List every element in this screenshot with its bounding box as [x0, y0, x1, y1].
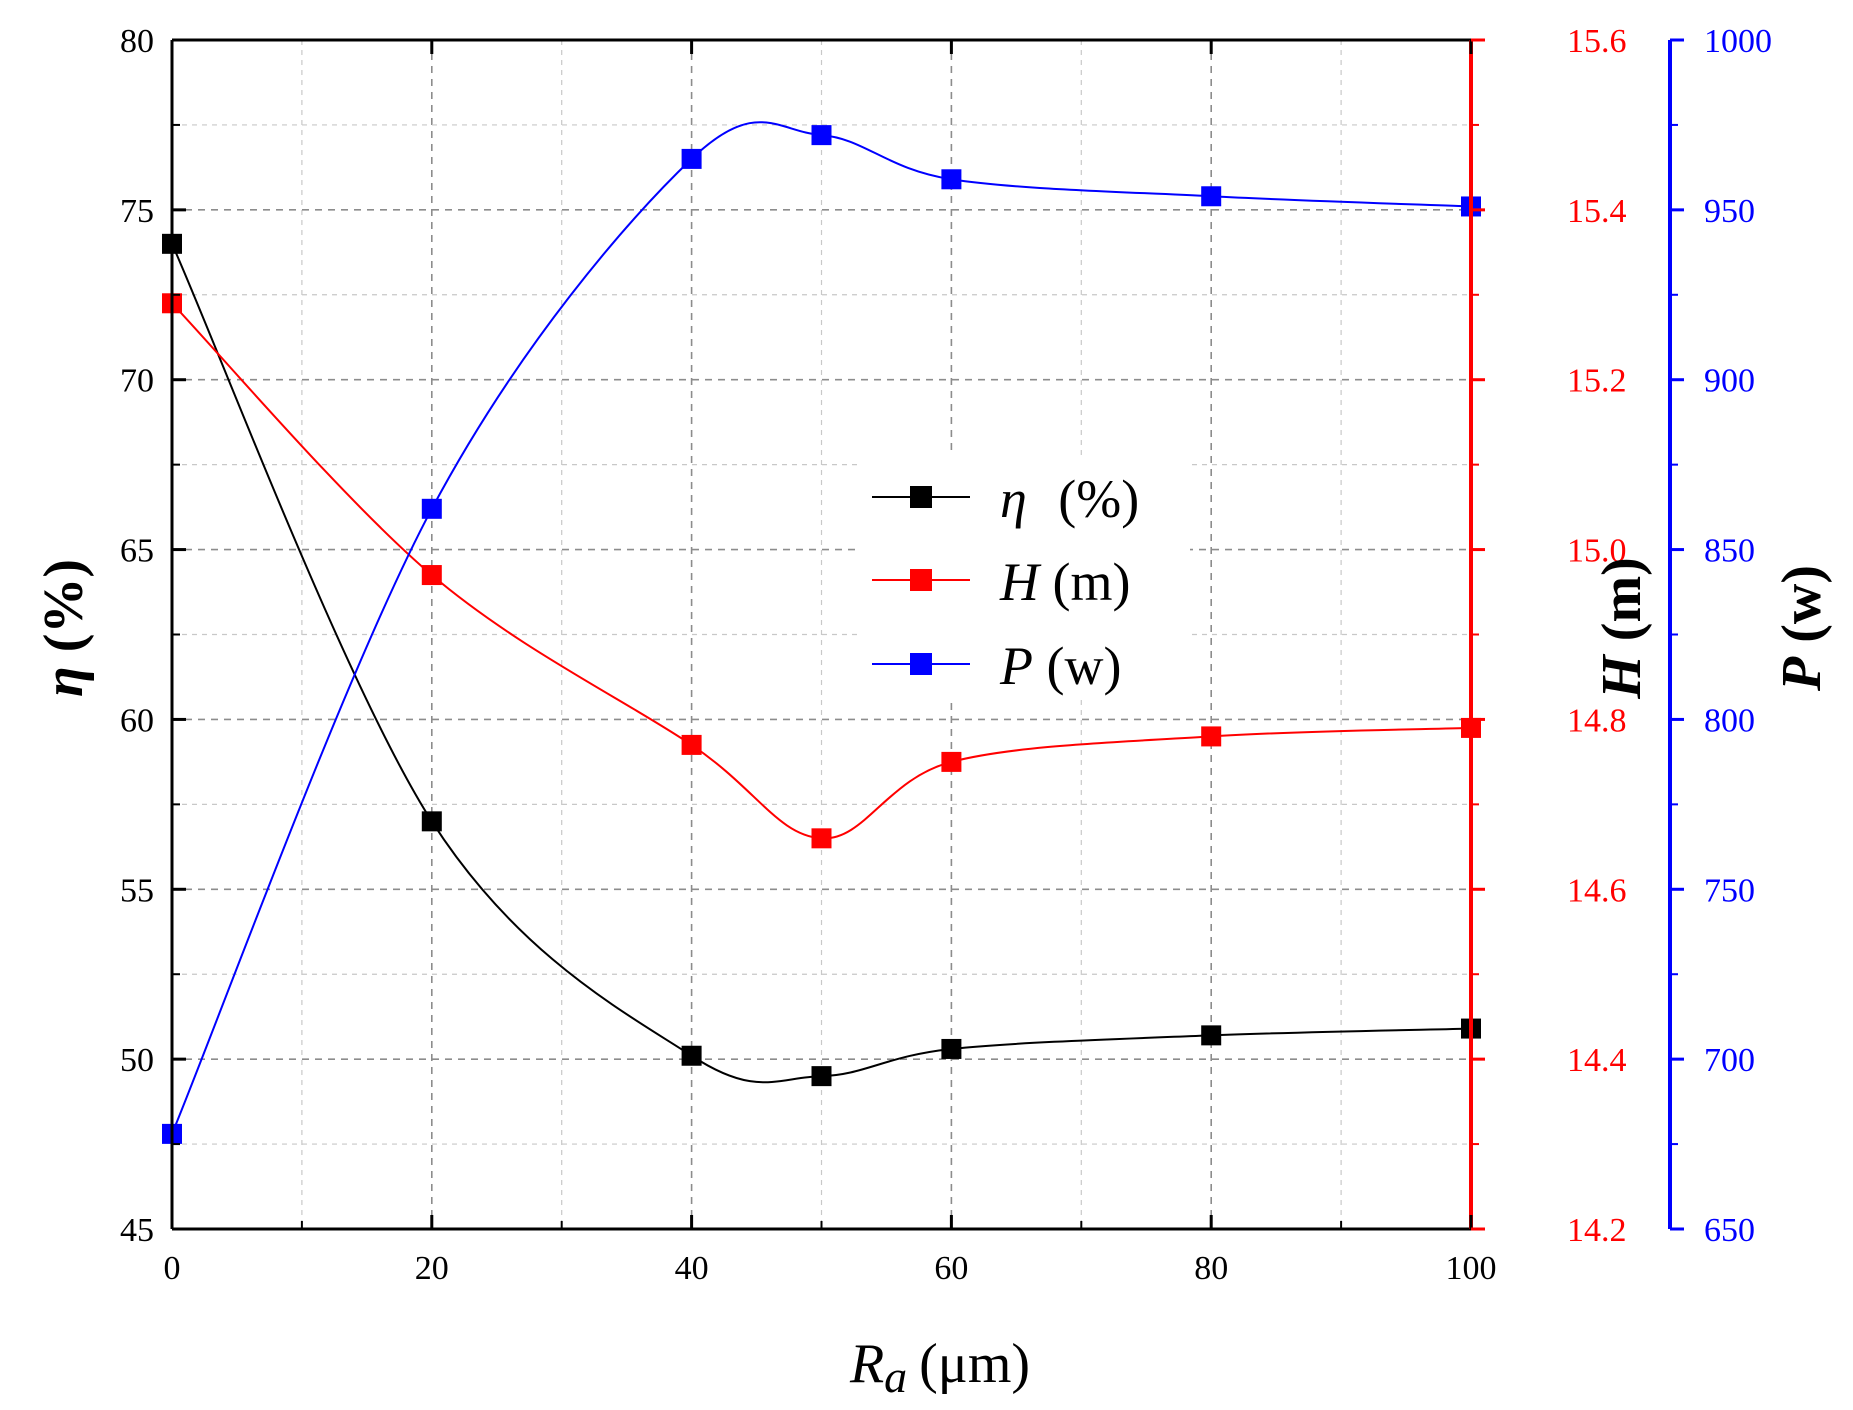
right1-tick-label: 14.6: [1567, 872, 1627, 909]
data-point-h: [421, 565, 442, 586]
right1-tick-label: 14.8: [1567, 702, 1627, 739]
legend-eta-unit: (%): [1045, 469, 1139, 529]
data-point-h: [811, 828, 832, 849]
right1-axis-title: H (m): [1591, 557, 1653, 700]
left-tick-label: 70: [120, 363, 154, 400]
legend-marker-p: [910, 653, 932, 675]
data-point-eta: [421, 811, 442, 832]
left-axis-unit: (%): [33, 559, 95, 652]
data-point-h: [681, 734, 702, 755]
left-axis-symbol: η: [33, 666, 95, 697]
right1-tick-label: 14.2: [1567, 1212, 1627, 1249]
left-tick-label: 60: [120, 702, 154, 739]
legend: η (%) H (m) P (w): [860, 455, 1190, 700]
x-tick-label: 100: [1446, 1250, 1497, 1287]
x-axis-symbol: R: [849, 1333, 884, 1395]
right2-tick-label: 850: [1704, 533, 1755, 570]
data-point-h: [941, 751, 962, 772]
data-point-h: [1201, 726, 1222, 747]
right2-tick-label: 700: [1704, 1042, 1755, 1079]
right2-tick-label: 650: [1704, 1212, 1755, 1249]
right1-tick-label: 14.4: [1567, 1042, 1627, 1079]
x-tick-label: 60: [934, 1250, 968, 1287]
x-axis-title: Ra (μm): [849, 1333, 1030, 1402]
legend-h-unit: (m): [1039, 552, 1130, 612]
data-point-eta: [1201, 1025, 1222, 1046]
x-axis-subscript: a: [884, 1351, 907, 1402]
right1-tick-label: 15.2: [1567, 363, 1627, 400]
left-tick-label: 50: [120, 1042, 154, 1079]
grid: [172, 40, 1471, 1229]
right2-tick-label: 950: [1704, 193, 1755, 230]
data-point-p: [421, 498, 442, 519]
legend-label-p: P (w): [999, 636, 1121, 696]
data-point-p: [681, 148, 702, 169]
right2-axis-title: P (w): [1771, 565, 1833, 692]
right2-tick-label: 750: [1704, 872, 1755, 909]
right2-tick-label: 800: [1704, 702, 1755, 739]
left-tick-label: 55: [120, 872, 154, 909]
data-point-eta: [941, 1038, 962, 1059]
legend-eta-symbol: η: [1000, 469, 1027, 529]
right2-axis-symbol: P: [1771, 656, 1833, 692]
legend-label-h: H (m): [999, 552, 1130, 612]
right1-tick-label: 15.4: [1567, 193, 1627, 230]
left-axis-title: η (%): [33, 559, 95, 697]
right1-axis-unit: (m): [1591, 557, 1653, 641]
left-tick-label: 45: [120, 1212, 154, 1249]
x-tick-label: 20: [415, 1250, 449, 1287]
axes: [170, 38, 1684, 1231]
right1-tick-label: 15.6: [1567, 23, 1627, 60]
legend-marker-h: [910, 569, 932, 591]
data-point-p: [1201, 186, 1222, 207]
data-point-eta: [811, 1066, 832, 1087]
legend-p-unit: (w): [1033, 636, 1121, 696]
right1-tick-label: 15.0: [1567, 533, 1627, 570]
left-tick-label: 65: [120, 533, 154, 570]
right2-tick-label: 1000: [1704, 23, 1772, 60]
tick-labels: 0 20 40 60 80 100 45 50 55 60 65 70 75 80 14.2 14.4 14.6…: [120, 23, 1772, 1287]
x-tick-label: 80: [1194, 1250, 1228, 1287]
data-point-p: [811, 125, 832, 146]
legend-p-symbol: P: [999, 636, 1033, 696]
x-tick-label: 0: [164, 1250, 181, 1287]
legend-marker-eta: [910, 486, 932, 508]
left-tick-label: 75: [120, 193, 154, 230]
right1-axis-symbol: H: [1591, 654, 1653, 700]
right2-axis-unit: (w): [1771, 565, 1833, 643]
legend-label-eta: η (%): [1000, 469, 1139, 529]
data-point-eta: [681, 1045, 702, 1066]
right2-tick-label: 900: [1704, 363, 1755, 400]
x-tick-label: 40: [675, 1250, 709, 1287]
x-axis-unit: (μm): [919, 1333, 1030, 1395]
legend-h-symbol: H: [999, 552, 1042, 612]
data-point-p: [941, 169, 962, 190]
left-tick-label: 80: [120, 23, 154, 60]
